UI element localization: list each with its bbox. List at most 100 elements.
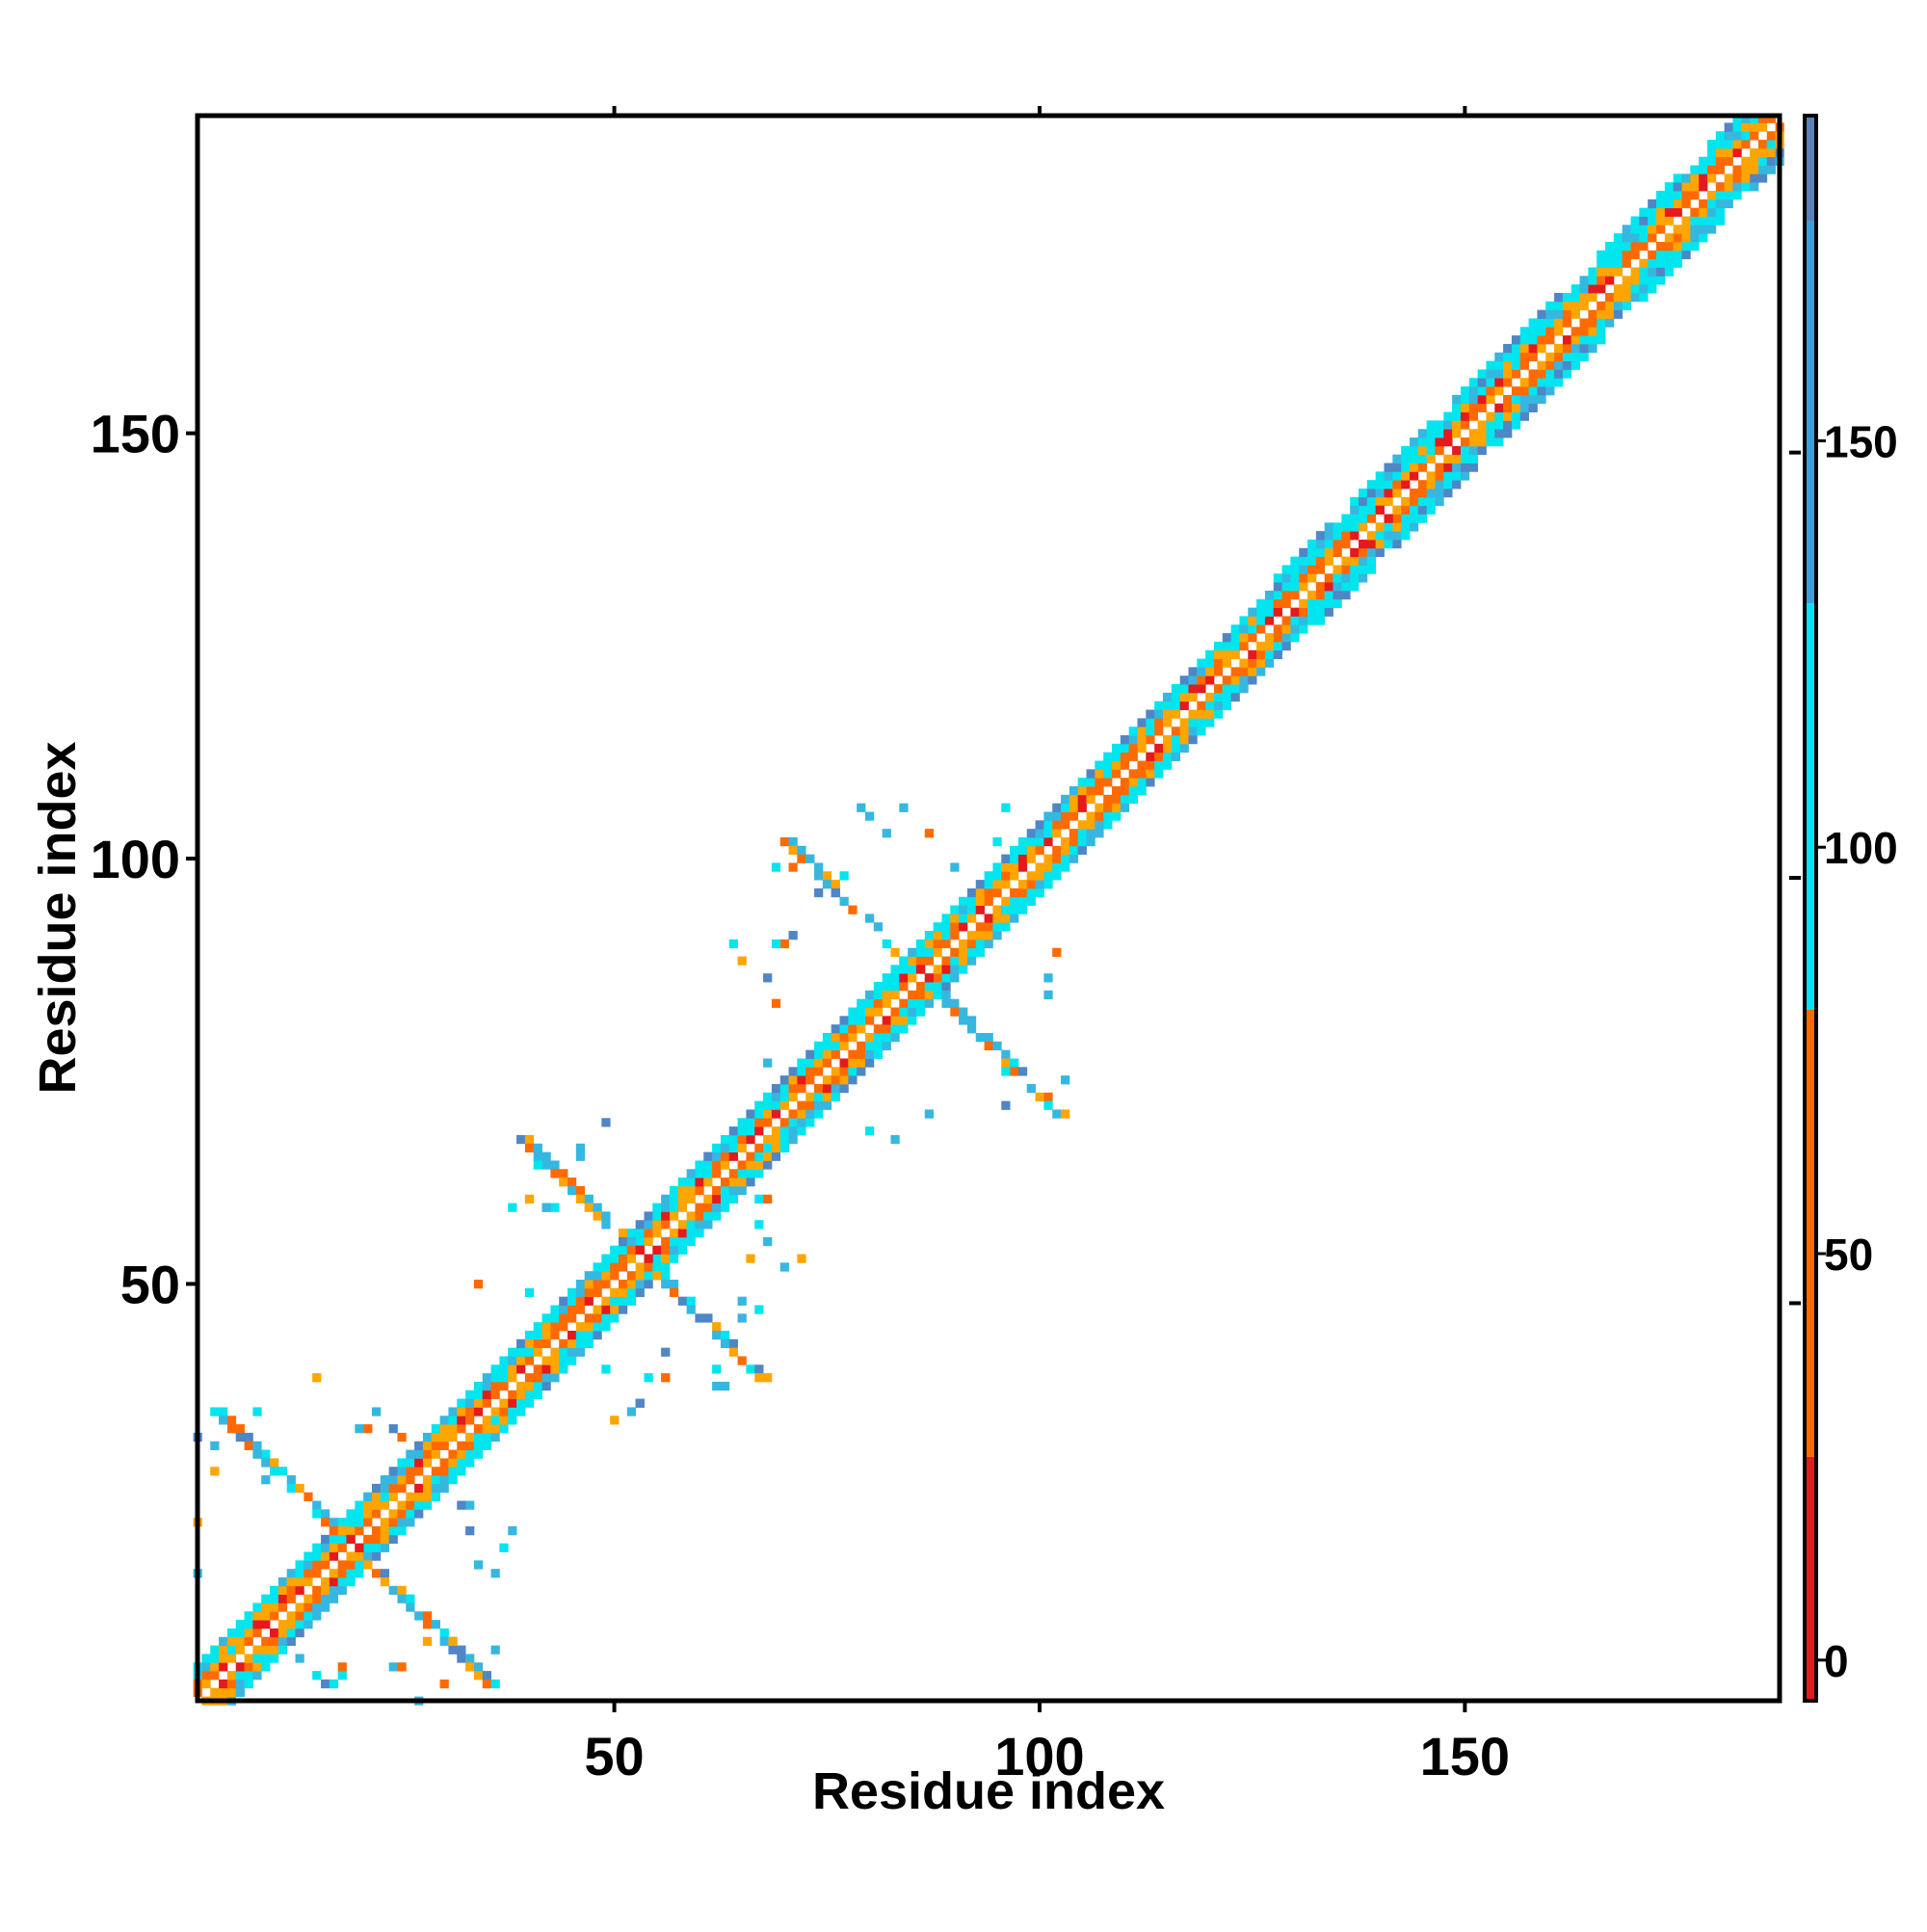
heatmap-cell bbox=[1435, 429, 1444, 438]
heatmap-cell bbox=[448, 1416, 458, 1425]
heatmap-cell bbox=[1333, 565, 1342, 574]
heatmap-cell bbox=[321, 1576, 330, 1587]
heatmap-cell bbox=[1648, 216, 1657, 225]
heatmap-cell bbox=[857, 1007, 866, 1017]
heatmap-cell bbox=[575, 1305, 586, 1314]
heatmap-cell bbox=[1077, 794, 1087, 805]
heatmap-cell bbox=[1043, 811, 1053, 821]
heatmap-cell bbox=[1579, 327, 1589, 336]
heatmap-cell bbox=[1554, 292, 1564, 303]
heatmap-cell bbox=[457, 1398, 466, 1408]
heatmap-cell bbox=[1511, 394, 1521, 405]
heatmap-cell bbox=[1528, 378, 1538, 387]
heatmap-cell bbox=[771, 1083, 781, 1094]
heatmap-cell bbox=[1154, 769, 1164, 779]
heatmap-cell bbox=[1401, 531, 1411, 541]
heatmap-cell bbox=[457, 1449, 466, 1459]
heatmap-cell bbox=[1579, 301, 1589, 311]
heatmap-cell bbox=[1545, 301, 1555, 311]
heatmap-cell bbox=[1112, 760, 1122, 770]
heatmap-cell bbox=[1017, 896, 1028, 906]
heatmap-cell bbox=[482, 1416, 491, 1425]
heatmap-cell bbox=[1035, 880, 1044, 889]
heatmap-cell bbox=[355, 1509, 364, 1519]
heatmap-cell bbox=[797, 1126, 806, 1136]
heatmap-cell bbox=[1026, 896, 1036, 906]
heatmap-cell bbox=[1392, 514, 1402, 523]
heatmap-cell bbox=[1290, 607, 1300, 617]
heatmap-cell bbox=[575, 1143, 586, 1152]
heatmap-cell bbox=[669, 1236, 679, 1247]
heatmap-cell bbox=[601, 1211, 611, 1221]
heatmap-cell bbox=[652, 1229, 662, 1238]
heatmap-cell bbox=[1205, 701, 1215, 710]
heatmap-cell bbox=[763, 1118, 773, 1127]
heatmap-cell bbox=[219, 1416, 228, 1425]
heatmap-cell bbox=[482, 1432, 491, 1442]
heatmap-cell bbox=[1417, 437, 1428, 447]
heatmap-cell bbox=[346, 1551, 356, 1561]
heatmap-cell bbox=[1655, 198, 1666, 209]
heatmap-cell bbox=[1230, 649, 1240, 659]
heatmap-cell bbox=[1545, 318, 1555, 328]
heatmap-cell bbox=[635, 1280, 645, 1289]
heatmap-cell bbox=[524, 1338, 535, 1349]
heatmap-cell bbox=[1554, 309, 1564, 319]
heatmap-cell bbox=[975, 931, 985, 940]
heatmap-cell bbox=[1112, 752, 1122, 761]
heatmap-cell bbox=[1673, 225, 1682, 234]
heatmap-cell bbox=[1673, 250, 1682, 260]
heatmap-cell bbox=[797, 1109, 806, 1119]
heatmap-cell bbox=[1137, 735, 1147, 745]
heatmap-cell bbox=[321, 1543, 330, 1552]
heatmap-cell bbox=[1681, 250, 1691, 260]
heatmap-cell bbox=[1630, 250, 1640, 260]
heatmap-cell bbox=[1375, 522, 1385, 532]
heatmap-cell bbox=[1417, 454, 1428, 463]
heatmap-cell bbox=[584, 1271, 594, 1281]
heatmap-cell bbox=[1324, 573, 1333, 583]
heatmap-cell bbox=[201, 1654, 211, 1663]
heatmap-cell bbox=[482, 1424, 491, 1434]
heatmap-cell bbox=[439, 1424, 449, 1434]
heatmap-cell bbox=[839, 1033, 849, 1043]
heatmap-cell bbox=[1299, 598, 1308, 609]
heatmap-cell bbox=[593, 1305, 602, 1314]
heatmap-cell bbox=[473, 1671, 484, 1681]
heatmap-cell bbox=[1299, 556, 1308, 566]
heatmap-cell bbox=[1494, 437, 1504, 447]
heatmap-cell bbox=[1545, 386, 1555, 396]
heatmap-cell bbox=[966, 905, 977, 914]
heatmap-cell bbox=[1290, 624, 1300, 634]
heatmap-cell bbox=[857, 803, 866, 812]
heatmap-cell bbox=[380, 1492, 390, 1501]
heatmap-cell bbox=[1001, 854, 1011, 863]
heatmap-cell bbox=[618, 1254, 628, 1263]
heatmap-cell bbox=[1095, 760, 1104, 770]
heatmap-cell bbox=[516, 1338, 526, 1349]
heatmap-cell bbox=[465, 1662, 475, 1672]
heatmap-cell bbox=[1197, 727, 1206, 736]
heatmap-cell bbox=[848, 1058, 858, 1068]
heatmap-cell bbox=[337, 1671, 347, 1681]
heatmap-cell bbox=[635, 1398, 645, 1408]
heatmap-cell bbox=[482, 1373, 491, 1383]
heatmap-cell bbox=[1061, 862, 1070, 872]
heatmap-cell bbox=[1511, 335, 1521, 345]
heatmap-cell bbox=[448, 1449, 458, 1459]
heatmap-cell bbox=[1017, 887, 1028, 898]
heatmap-cell bbox=[210, 1645, 220, 1654]
heatmap-cell bbox=[805, 1058, 815, 1068]
heatmap-cell bbox=[1035, 1092, 1044, 1102]
heatmap-cell bbox=[1264, 590, 1275, 600]
heatmap-cell bbox=[805, 1049, 815, 1059]
heatmap-cell bbox=[286, 1475, 296, 1485]
heatmap-cell bbox=[321, 1518, 330, 1527]
heatmap-cell bbox=[304, 1492, 313, 1501]
heatmap-cell bbox=[882, 1024, 891, 1034]
heatmap-cell bbox=[1333, 582, 1342, 592]
heatmap-cell bbox=[1230, 633, 1240, 643]
heatmap-cell bbox=[848, 1007, 858, 1017]
heatmap-cell bbox=[1026, 1083, 1036, 1094]
heatmap-cell bbox=[312, 1551, 322, 1561]
